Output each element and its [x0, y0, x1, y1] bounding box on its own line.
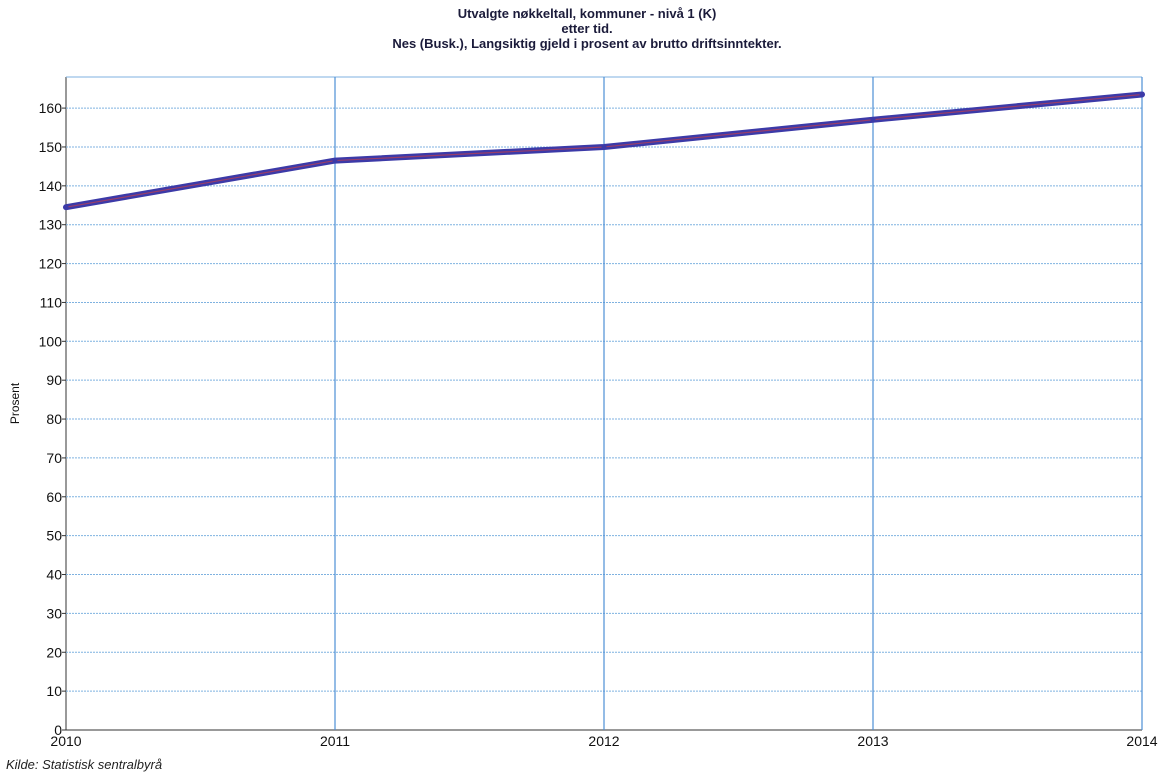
y-tick-label: 10 [46, 683, 62, 699]
x-tick-label: 2014 [1126, 733, 1157, 749]
y-tick-label: 60 [46, 489, 62, 505]
data-point [63, 204, 69, 210]
y-tick-label: 110 [40, 294, 63, 310]
chart-subtitle-series: Nes (Busk.), Langsiktig gjeld i prosent … [392, 36, 782, 51]
y-tick-label: 50 [46, 528, 62, 544]
source-note: Kilde: Statistisk sentralbyrå [6, 757, 163, 772]
y-axis-label: Prosent [8, 382, 22, 424]
y-tick-label: 20 [46, 644, 62, 660]
x-tick-label: 2013 [857, 733, 888, 749]
data-point [870, 117, 876, 123]
y-tick-label: 40 [46, 567, 62, 583]
y-tick-label: 140 [39, 178, 63, 194]
y-tick-label: 0 [54, 722, 62, 738]
x-tick-label: 2012 [588, 733, 619, 749]
data-point [1139, 91, 1145, 97]
y-tick-label: 100 [39, 333, 63, 349]
y-tick-label: 70 [46, 450, 62, 466]
y-tick-label: 80 [46, 411, 62, 427]
y-tick-label: 160 [39, 100, 63, 116]
chart-subtitle: etter tid. [561, 21, 613, 36]
chart-title: Utvalgte nøkkeltall, kommuner - nivå 1 (… [457, 6, 717, 21]
y-tick-label: 30 [46, 605, 62, 621]
y-tick-label: 150 [39, 139, 63, 155]
chart-title-block: Utvalgte nøkkeltall, kommuner - nivå 1 (… [0, 6, 1174, 51]
line-chart: 0 10 20 30 40 50 60 70 80 90 100 110 120 130 140 150 160… [8, 76, 1158, 749]
y-tick-label: 90 [46, 372, 62, 388]
y-tick-label: 120 [39, 256, 63, 272]
y-tick-label: 130 [39, 217, 63, 233]
x-tick-label: 2011 [320, 733, 350, 749]
x-tick-label: 2010 [50, 733, 81, 749]
data-point [332, 158, 338, 164]
data-point [601, 144, 607, 150]
